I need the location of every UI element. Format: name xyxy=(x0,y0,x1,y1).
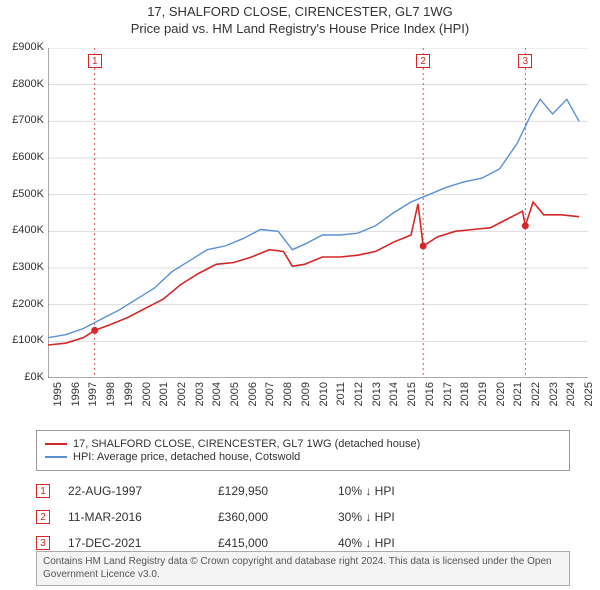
x-axis-tick: 2025 xyxy=(583,382,595,442)
attribution: Contains HM Land Registry data © Crown c… xyxy=(36,551,570,586)
legend-swatch xyxy=(45,456,67,458)
title-subtitle: Price paid vs. HM Land Registry's House … xyxy=(0,21,600,38)
event-row: 2 11-MAR-2016 £360,000 30% ↓ HPI xyxy=(36,504,570,530)
chart-titles: 17, SHALFORD CLOSE, CIRENCESTER, GL7 1WG… xyxy=(0,0,600,38)
y-axis-tick: £100K xyxy=(6,334,44,346)
event-marker-badge: 3 xyxy=(518,54,532,68)
legend-label: 17, SHALFORD CLOSE, CIRENCESTER, GL7 1WG… xyxy=(73,438,420,450)
y-axis-tick: £900K xyxy=(6,41,44,53)
event-price: £360,000 xyxy=(218,510,338,524)
event-delta: 30% ↓ HPI xyxy=(338,510,395,524)
legend-row: 17, SHALFORD CLOSE, CIRENCESTER, GL7 1WG… xyxy=(45,438,561,450)
event-price: £129,950 xyxy=(218,484,338,498)
event-row: 1 22-AUG-1997 £129,950 10% ↓ HPI xyxy=(36,478,570,504)
legend-swatch xyxy=(45,443,67,445)
event-price: £415,000 xyxy=(218,536,338,550)
event-delta: 40% ↓ HPI xyxy=(338,536,395,550)
event-date: 22-AUG-1997 xyxy=(68,484,218,498)
legend: 17, SHALFORD CLOSE, CIRENCESTER, GL7 1WG… xyxy=(36,430,570,471)
event-badge: 3 xyxy=(36,536,50,550)
y-axis-tick: £500K xyxy=(6,188,44,200)
chart-plot xyxy=(48,48,588,378)
y-axis-tick: £300K xyxy=(6,261,44,273)
legend-label: HPI: Average price, detached house, Cots… xyxy=(73,451,300,463)
title-address: 17, SHALFORD CLOSE, CIRENCESTER, GL7 1WG xyxy=(0,4,600,21)
event-delta: 10% ↓ HPI xyxy=(338,484,395,498)
y-axis-tick: £400K xyxy=(6,224,44,236)
event-badge: 1 xyxy=(36,484,50,498)
event-date: 11-MAR-2016 xyxy=(68,510,218,524)
event-marker-badge: 1 xyxy=(88,54,102,68)
events-table: 1 22-AUG-1997 £129,950 10% ↓ HPI 2 11-MA… xyxy=(36,478,570,556)
y-axis-tick: £600K xyxy=(6,151,44,163)
y-axis-tick: £700K xyxy=(6,114,44,126)
event-marker-badge: 2 xyxy=(416,54,430,68)
y-axis-tick: £200K xyxy=(6,298,44,310)
y-axis-tick: £800K xyxy=(6,78,44,90)
y-axis-tick: £0K xyxy=(6,371,44,383)
event-date: 17-DEC-2021 xyxy=(68,536,218,550)
chart-svg xyxy=(48,48,588,378)
event-badge: 2 xyxy=(36,510,50,524)
legend-row: HPI: Average price, detached house, Cots… xyxy=(45,451,561,463)
